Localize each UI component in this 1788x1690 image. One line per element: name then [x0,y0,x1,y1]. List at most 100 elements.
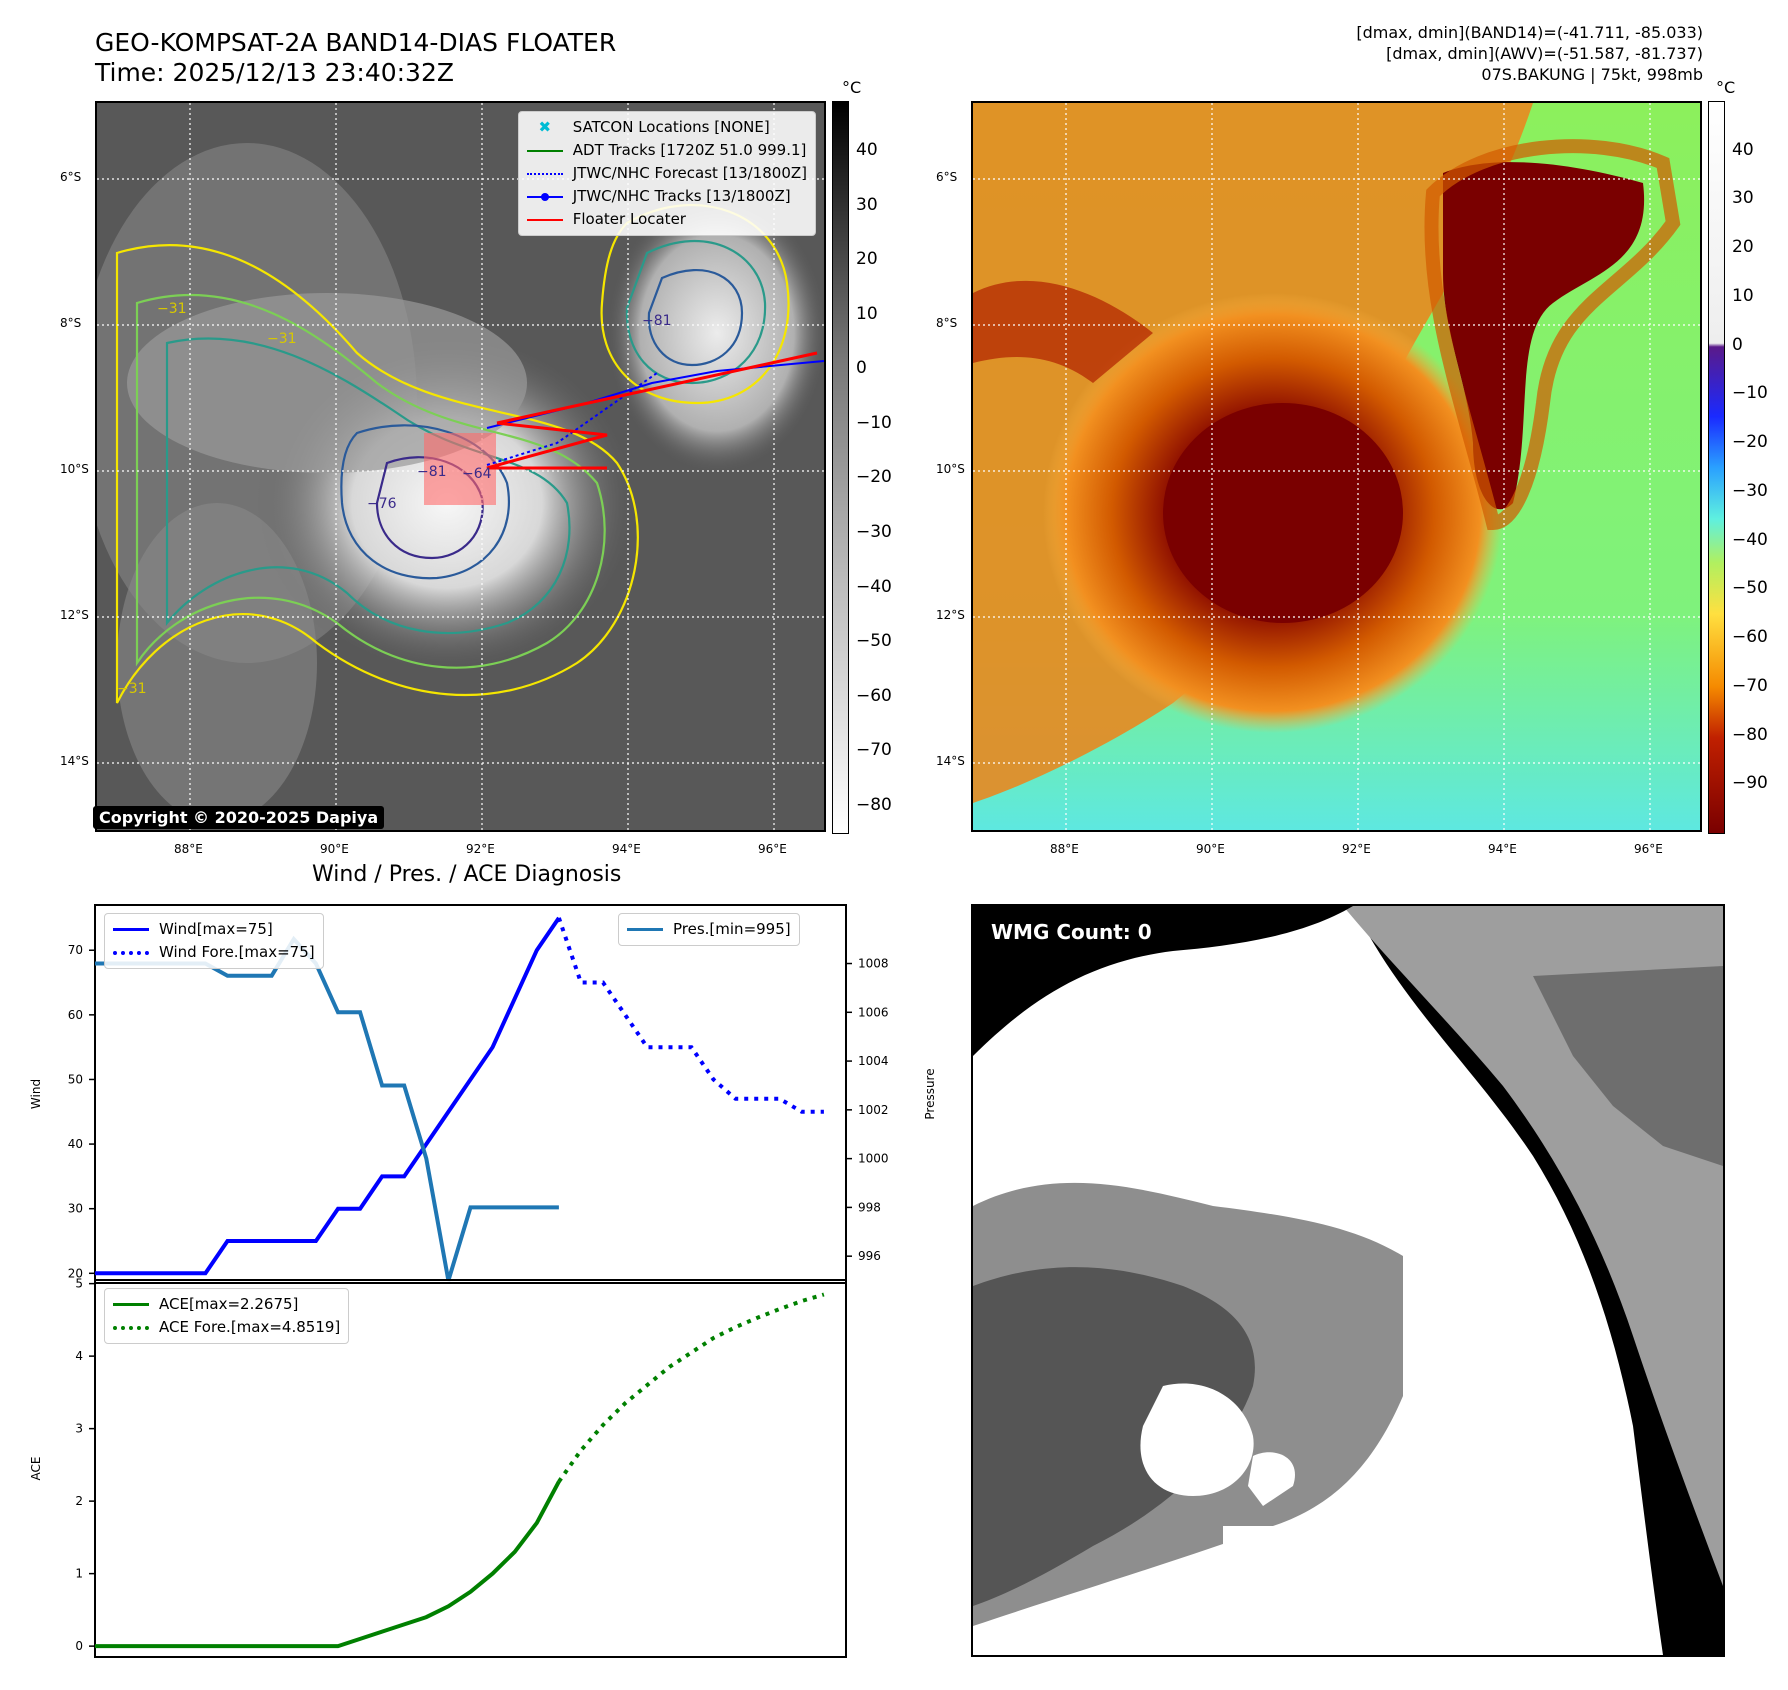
colorbar-tick-label: −40 [856,576,892,597]
y-tick-label: 2 [75,1494,83,1508]
colorbar-tick-label: −20 [856,467,892,488]
colorbar-tick-label: −30 [856,521,892,542]
map-legend: ✖ SATCON Locations [NONE] ADT Tracks [172… [517,111,816,236]
y-tick-label: 30 [68,1202,83,1216]
awv-map-panel [971,101,1702,832]
contour-label: −64 [462,466,492,482]
colorbar-tick-label: −20 [1732,432,1768,453]
y2-tick-label: 1000 [858,1152,889,1166]
ace-legend: ACE[max=2.2675] ACE Fore.[max=4.8519] [104,1288,350,1344]
y-tick-label: 50 [68,1072,83,1086]
band14-range: [dmax, dmin](BAND14)=(-41.711, -85.033) [1356,23,1703,42]
plot-frame [94,1279,847,1658]
colorbar-tick-label: 10 [856,303,878,324]
legend-item-jtwc-forecast: JTWC/NHC Forecast [13/1800Z] [526,162,807,185]
lon-tick-label: 92°E [466,842,495,856]
colorbar-tick-label: −80 [856,794,892,815]
wind-pressure-chart: 20 30 40 50 60 70 Wind 996 998 1000 1002 1004 1006 10… [29,904,937,1284]
y-tick-label: 60 [68,1008,83,1022]
lon-tick-label: 90°E [320,842,349,856]
colorbar-tick-label: 30 [1732,188,1754,209]
colorbar-right [1708,101,1725,834]
legend-item-adt: ADT Tracks [1720Z 51.0 999.1] [526,139,807,162]
y-tick-label: 5 [75,1277,83,1291]
colorbar-tick-label: 0 [856,358,867,379]
chart-title-block: GEO-KOMPSAT-2A BAND14-DIAS FLOATER Time:… [95,28,616,88]
colorbar-tick-label: 40 [1732,139,1754,160]
y2-tick-label: 1008 [858,957,889,971]
colorbar-tick-label: −60 [856,685,892,706]
lat-tick-label: 14°S [60,754,89,768]
colorbar-left-unit: °C [842,78,862,97]
colorbar-tick-label: −60 [1732,627,1768,648]
y-tick-label: 40 [68,1137,83,1151]
colorbar-tick-label: −30 [1732,480,1768,501]
colorbar-tick-label: 40 [856,140,878,161]
y2-tick-label: 996 [858,1249,881,1263]
chart-title: GEO-KOMPSAT-2A BAND14-DIAS FLOATER [95,28,617,57]
legend-item-jtwc-tracks: JTWC/NHC Tracks [13/1800Z] [526,185,807,208]
y-axis-label: Wind [29,1079,43,1109]
contour-label: −31 [267,331,297,347]
jtwc-forecast [486,372,658,466]
colorbar-tick-label: −90 [1732,773,1768,794]
lon-tick-label: 90°E [1196,842,1225,856]
lat-tick-label: 8°S [936,316,958,330]
contour-label: −31 [117,681,147,697]
ir-map-panel: −31 −31 −31 −81 −76 −81 −64 ✖ SATCON Loca… [95,101,826,832]
chart-time: Time: 2025/12/13 23:40:32Z [95,58,454,87]
lat-tick-label: 14°S [936,754,965,768]
lat-tick-label: 6°S [60,170,82,184]
colorbar-tick-label: 20 [1732,237,1754,258]
stats-block: [dmax, dmin](BAND14)=(-41.711, -85.033) … [1356,22,1703,85]
y2-tick-label: 1006 [858,1005,889,1019]
contour-label: −31 [157,301,187,317]
colorbar-tick-label: 0 [1732,334,1743,355]
lat-tick-label: 6°S [936,170,958,184]
series-line [557,1292,825,1483]
colorbar-tick-label: 30 [856,194,878,215]
colorbar-tick-label: −70 [1732,675,1768,696]
colorbar-tick-label: −10 [856,412,892,433]
colorbar-right-unit: °C [1716,78,1736,97]
wmg-image [973,906,1723,1655]
lat-tick-label: 12°S [60,608,89,622]
y-tick-label: 0 [75,1639,83,1653]
lon-tick-label: 88°E [1050,842,1079,856]
contour-label: −76 [367,496,397,512]
wmg-count: WMG Count: 0 [991,920,1152,944]
y-tick-label: 4 [75,1349,83,1363]
lat-tick-label: 8°S [60,316,82,330]
awv-map [973,103,1700,830]
y2-tick-label: 1002 [858,1103,889,1117]
lat-tick-label: 10°S [936,462,965,476]
colorbar-tick-label: −50 [1732,578,1768,599]
colorbar-tick-label: −40 [1732,529,1768,550]
legend-item-ace: ACE[max=2.2675] [113,1293,340,1316]
y2-tick-label: 998 [858,1200,881,1214]
lon-tick-label: 92°E [1342,842,1371,856]
lon-tick-label: 88°E [174,842,203,856]
series-line [95,916,561,1276]
colorbar-tick-label: 10 [1732,285,1754,306]
floater-locater-line [496,351,818,425]
y-tick-label: 70 [68,943,83,957]
legend-item-satcon: ✖ SATCON Locations [NONE] [538,118,770,136]
lat-tick-label: 12°S [936,608,965,622]
contour-label: −81 [642,313,672,329]
series-line [557,917,824,1114]
wind-legend: Wind[max=75] Wind Fore.[max=75] [104,913,324,969]
series-line [95,935,559,1282]
floater-box [424,433,496,505]
colorbar-left [832,101,849,834]
legend-item-wind-forecast: Wind Fore.[max=75] [113,941,315,964]
legend-item-wind: Wind[max=75] [113,918,315,941]
y-tick-label: 3 [75,1422,83,1436]
colorbar-tick-label: 20 [856,249,878,270]
y-axis-label: ACE [29,1457,43,1481]
lon-tick-label: 94°E [612,842,641,856]
awv-range: [dmax, dmin](AWV)=(-51.587, -81.737) [1386,44,1703,63]
lon-tick-label: 96°E [1634,842,1663,856]
contour-label: −81 [417,464,447,480]
y-tick-label: 1 [75,1567,83,1581]
